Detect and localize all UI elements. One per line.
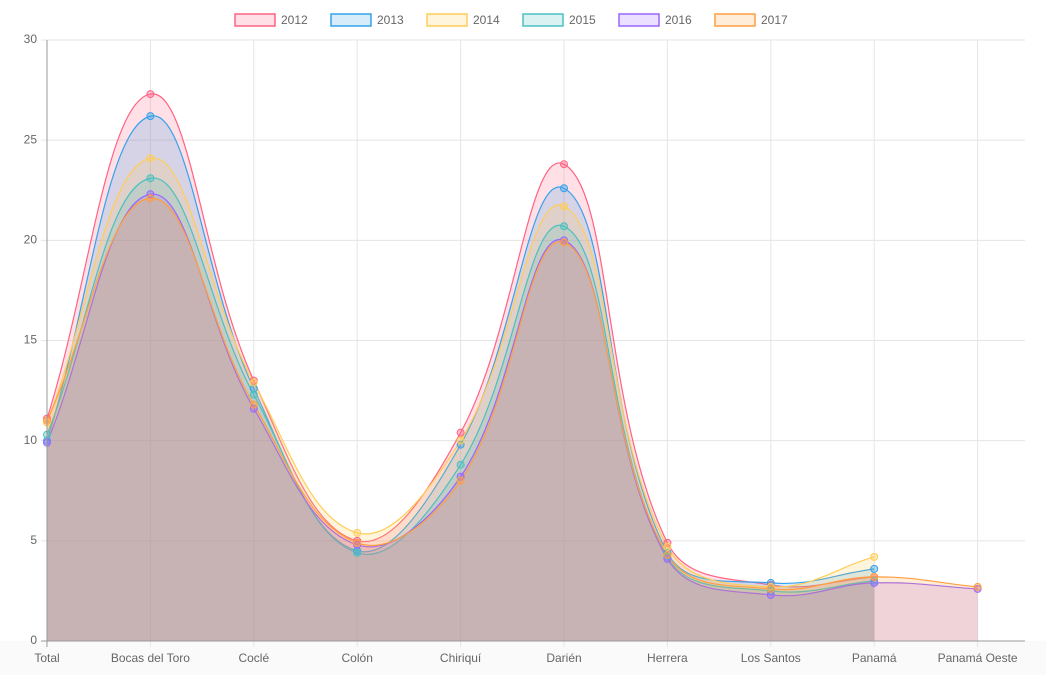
data-point <box>146 190 155 199</box>
data-point <box>663 538 672 547</box>
data-point <box>353 546 362 555</box>
data-point <box>456 436 465 445</box>
data-point <box>456 428 465 437</box>
data-point <box>870 576 879 585</box>
data-point <box>973 582 982 591</box>
series-line <box>46 115 875 585</box>
data-point <box>870 564 879 573</box>
data-point <box>353 548 362 557</box>
x-tick-label: Bocas del Toro <box>111 651 190 665</box>
data-point <box>146 154 155 163</box>
data-point <box>973 584 982 593</box>
x-tick-label: Coclé <box>238 651 269 665</box>
data-point <box>249 390 258 399</box>
data-point <box>249 384 258 393</box>
x-tick-label: Herrera <box>647 651 688 665</box>
legend-swatch <box>618 13 660 27</box>
data-point <box>353 538 362 547</box>
x-tick-label: Panamá <box>852 651 897 665</box>
series-line <box>46 193 978 597</box>
data-point <box>456 460 465 469</box>
data-point <box>560 202 568 211</box>
data-point <box>560 236 568 245</box>
data-point <box>870 572 879 581</box>
y-tick-label: 10 <box>24 433 38 447</box>
data-point <box>663 554 672 563</box>
data-point <box>456 472 465 481</box>
series-area <box>47 93 875 641</box>
x-tick-label: Los Santos <box>741 651 801 665</box>
legend-label: 2013 <box>377 13 404 27</box>
data-point <box>353 528 362 537</box>
data-point <box>249 400 258 409</box>
y-tick-label: 20 <box>24 233 38 247</box>
legend-label: 2015 <box>569 13 596 27</box>
data-point <box>353 536 362 545</box>
data-point <box>766 584 775 593</box>
series-area <box>47 177 875 641</box>
data-point <box>663 550 672 559</box>
data-point <box>870 578 879 587</box>
data-point <box>766 578 775 587</box>
legend-swatch <box>234 13 276 27</box>
x-tick-label: Panamá Oeste <box>938 651 1018 665</box>
y-tick-label: 15 <box>24 333 38 347</box>
series-area <box>47 157 875 642</box>
data-point <box>663 542 672 551</box>
legend-label: 2017 <box>761 13 788 27</box>
data-point <box>146 174 155 183</box>
y-tick-label: 25 <box>24 132 38 146</box>
data-point <box>560 160 568 169</box>
data-point <box>663 552 672 561</box>
data-point <box>560 184 568 193</box>
series-line <box>46 177 875 593</box>
x-tick-label: Darién <box>546 651 581 665</box>
x-tick-label: Colón <box>342 651 373 665</box>
data-point <box>146 90 155 99</box>
legend-swatch <box>522 13 564 27</box>
data-point <box>456 440 465 449</box>
data-point <box>456 476 465 485</box>
data-point <box>870 552 879 561</box>
data-point <box>249 404 258 413</box>
series-area <box>47 198 978 641</box>
legend-label: 2016 <box>665 13 692 27</box>
series-area <box>47 194 978 641</box>
series-line <box>46 93 875 588</box>
series-area <box>47 115 875 641</box>
legend-swatch <box>330 13 372 27</box>
data-point <box>146 194 155 203</box>
legend-swatch <box>714 13 756 27</box>
data-point <box>560 222 568 231</box>
y-tick-label: 5 <box>30 533 37 547</box>
y-tick-label: 30 <box>24 32 38 46</box>
x-tick-label: Chiriquí <box>440 651 482 665</box>
x-tick-label: Total <box>34 651 59 665</box>
data-point <box>249 378 258 387</box>
data-point <box>249 376 258 385</box>
y-tick-label: 0 <box>30 633 37 647</box>
legend-label: 2014 <box>473 13 500 27</box>
data-point <box>766 582 775 591</box>
data-point <box>766 580 775 589</box>
legend-swatch <box>426 13 468 27</box>
legend-label: 2012 <box>281 13 308 27</box>
x-axis-band <box>0 641 1046 675</box>
data-point <box>353 540 362 549</box>
data-point <box>663 548 672 557</box>
series-line <box>46 197 978 591</box>
data-point <box>560 238 568 247</box>
data-point <box>146 112 155 121</box>
data-point <box>766 590 775 599</box>
data-point <box>766 586 775 595</box>
